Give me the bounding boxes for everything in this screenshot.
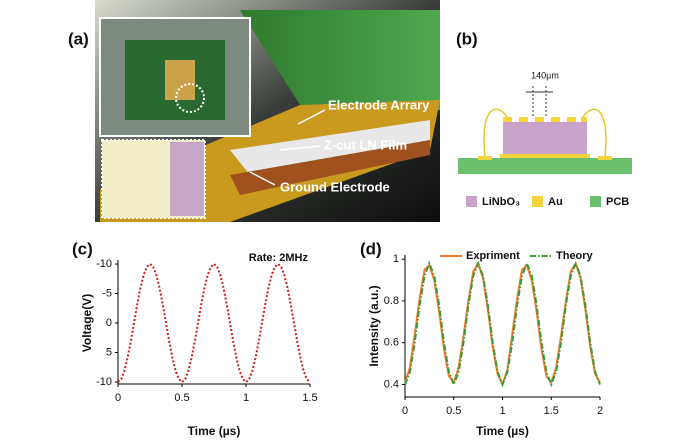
bond-wire — [483, 108, 607, 157]
legend-label: PCB — [606, 196, 629, 208]
legend-label: Au — [548, 196, 563, 208]
linbo3 — [503, 122, 587, 154]
zoom-ln — [170, 142, 204, 216]
panel-label: (d) — [360, 239, 382, 258]
y-tick-label: -10 — [96, 376, 112, 388]
y-tick-label: -5 — [102, 287, 112, 299]
y-tick-label: 0.6 — [384, 337, 399, 349]
data-line — [117, 262, 311, 384]
legend-label: LiNbO₃ — [482, 196, 520, 208]
x-tick-label: 2 — [597, 405, 603, 417]
panel-label: (b) — [456, 29, 478, 48]
ground-electrode — [230, 140, 430, 195]
panel-label: (c) — [72, 239, 93, 258]
ln-film — [230, 120, 430, 175]
panel-b: (b) 140µm — [456, 29, 632, 174]
legend-label: Theory — [556, 250, 594, 262]
green-board — [240, 10, 440, 110]
x-tick-label: 0 — [115, 392, 121, 404]
callout: Ground Electrode — [280, 179, 390, 194]
pcb — [458, 158, 632, 174]
x-tick-label: 1 — [499, 405, 505, 417]
y-axis-title: Intensity (a.u.) — [367, 285, 381, 366]
panel-label: (a) — [68, 29, 89, 48]
x-axis-title: Time (µs) — [476, 424, 529, 438]
data-line — [404, 260, 601, 388]
x-tick-label: 0 — [402, 405, 408, 417]
dimension-label: 140µm — [531, 70, 559, 80]
pointer — [297, 109, 326, 125]
callout: Electrode Arrary — [328, 97, 430, 112]
legend-label: Expriment — [466, 250, 520, 262]
inset-chip — [165, 60, 195, 100]
panel-a: (a) Electrode Arrary Z-cut LN Film Groun… — [68, 0, 440, 222]
pointer — [249, 171, 276, 186]
zoom-circle — [175, 83, 205, 113]
y-tick-label: 5 — [106, 346, 112, 358]
callout: Z-cut LN Film — [324, 137, 407, 152]
y-tick-label: 0.8 — [384, 295, 399, 307]
x-tick-label: 0.5 — [446, 405, 461, 417]
legend-swatch — [532, 196, 543, 207]
y-tick-label: 1 — [393, 253, 399, 265]
x-tick-label: 1.5 — [302, 392, 317, 404]
x-tick-label: 1 — [243, 392, 249, 404]
au-layer — [478, 117, 612, 160]
y-axis-title: Voltage(V) — [80, 294, 94, 352]
y-tick-label: -10 — [96, 258, 112, 270]
pointer — [279, 145, 321, 151]
legend-swatch — [466, 196, 477, 207]
x-axis-title: Time (µs) — [188, 424, 241, 438]
y-tick-label: 0.4 — [384, 378, 399, 390]
x-tick-label: 1.5 — [544, 405, 559, 417]
annotation: Rate: 2MHz — [249, 252, 309, 264]
x-tick-label: 0.5 — [174, 392, 189, 404]
y-tick-label: 0 — [106, 317, 112, 329]
legend-swatch — [590, 196, 601, 207]
